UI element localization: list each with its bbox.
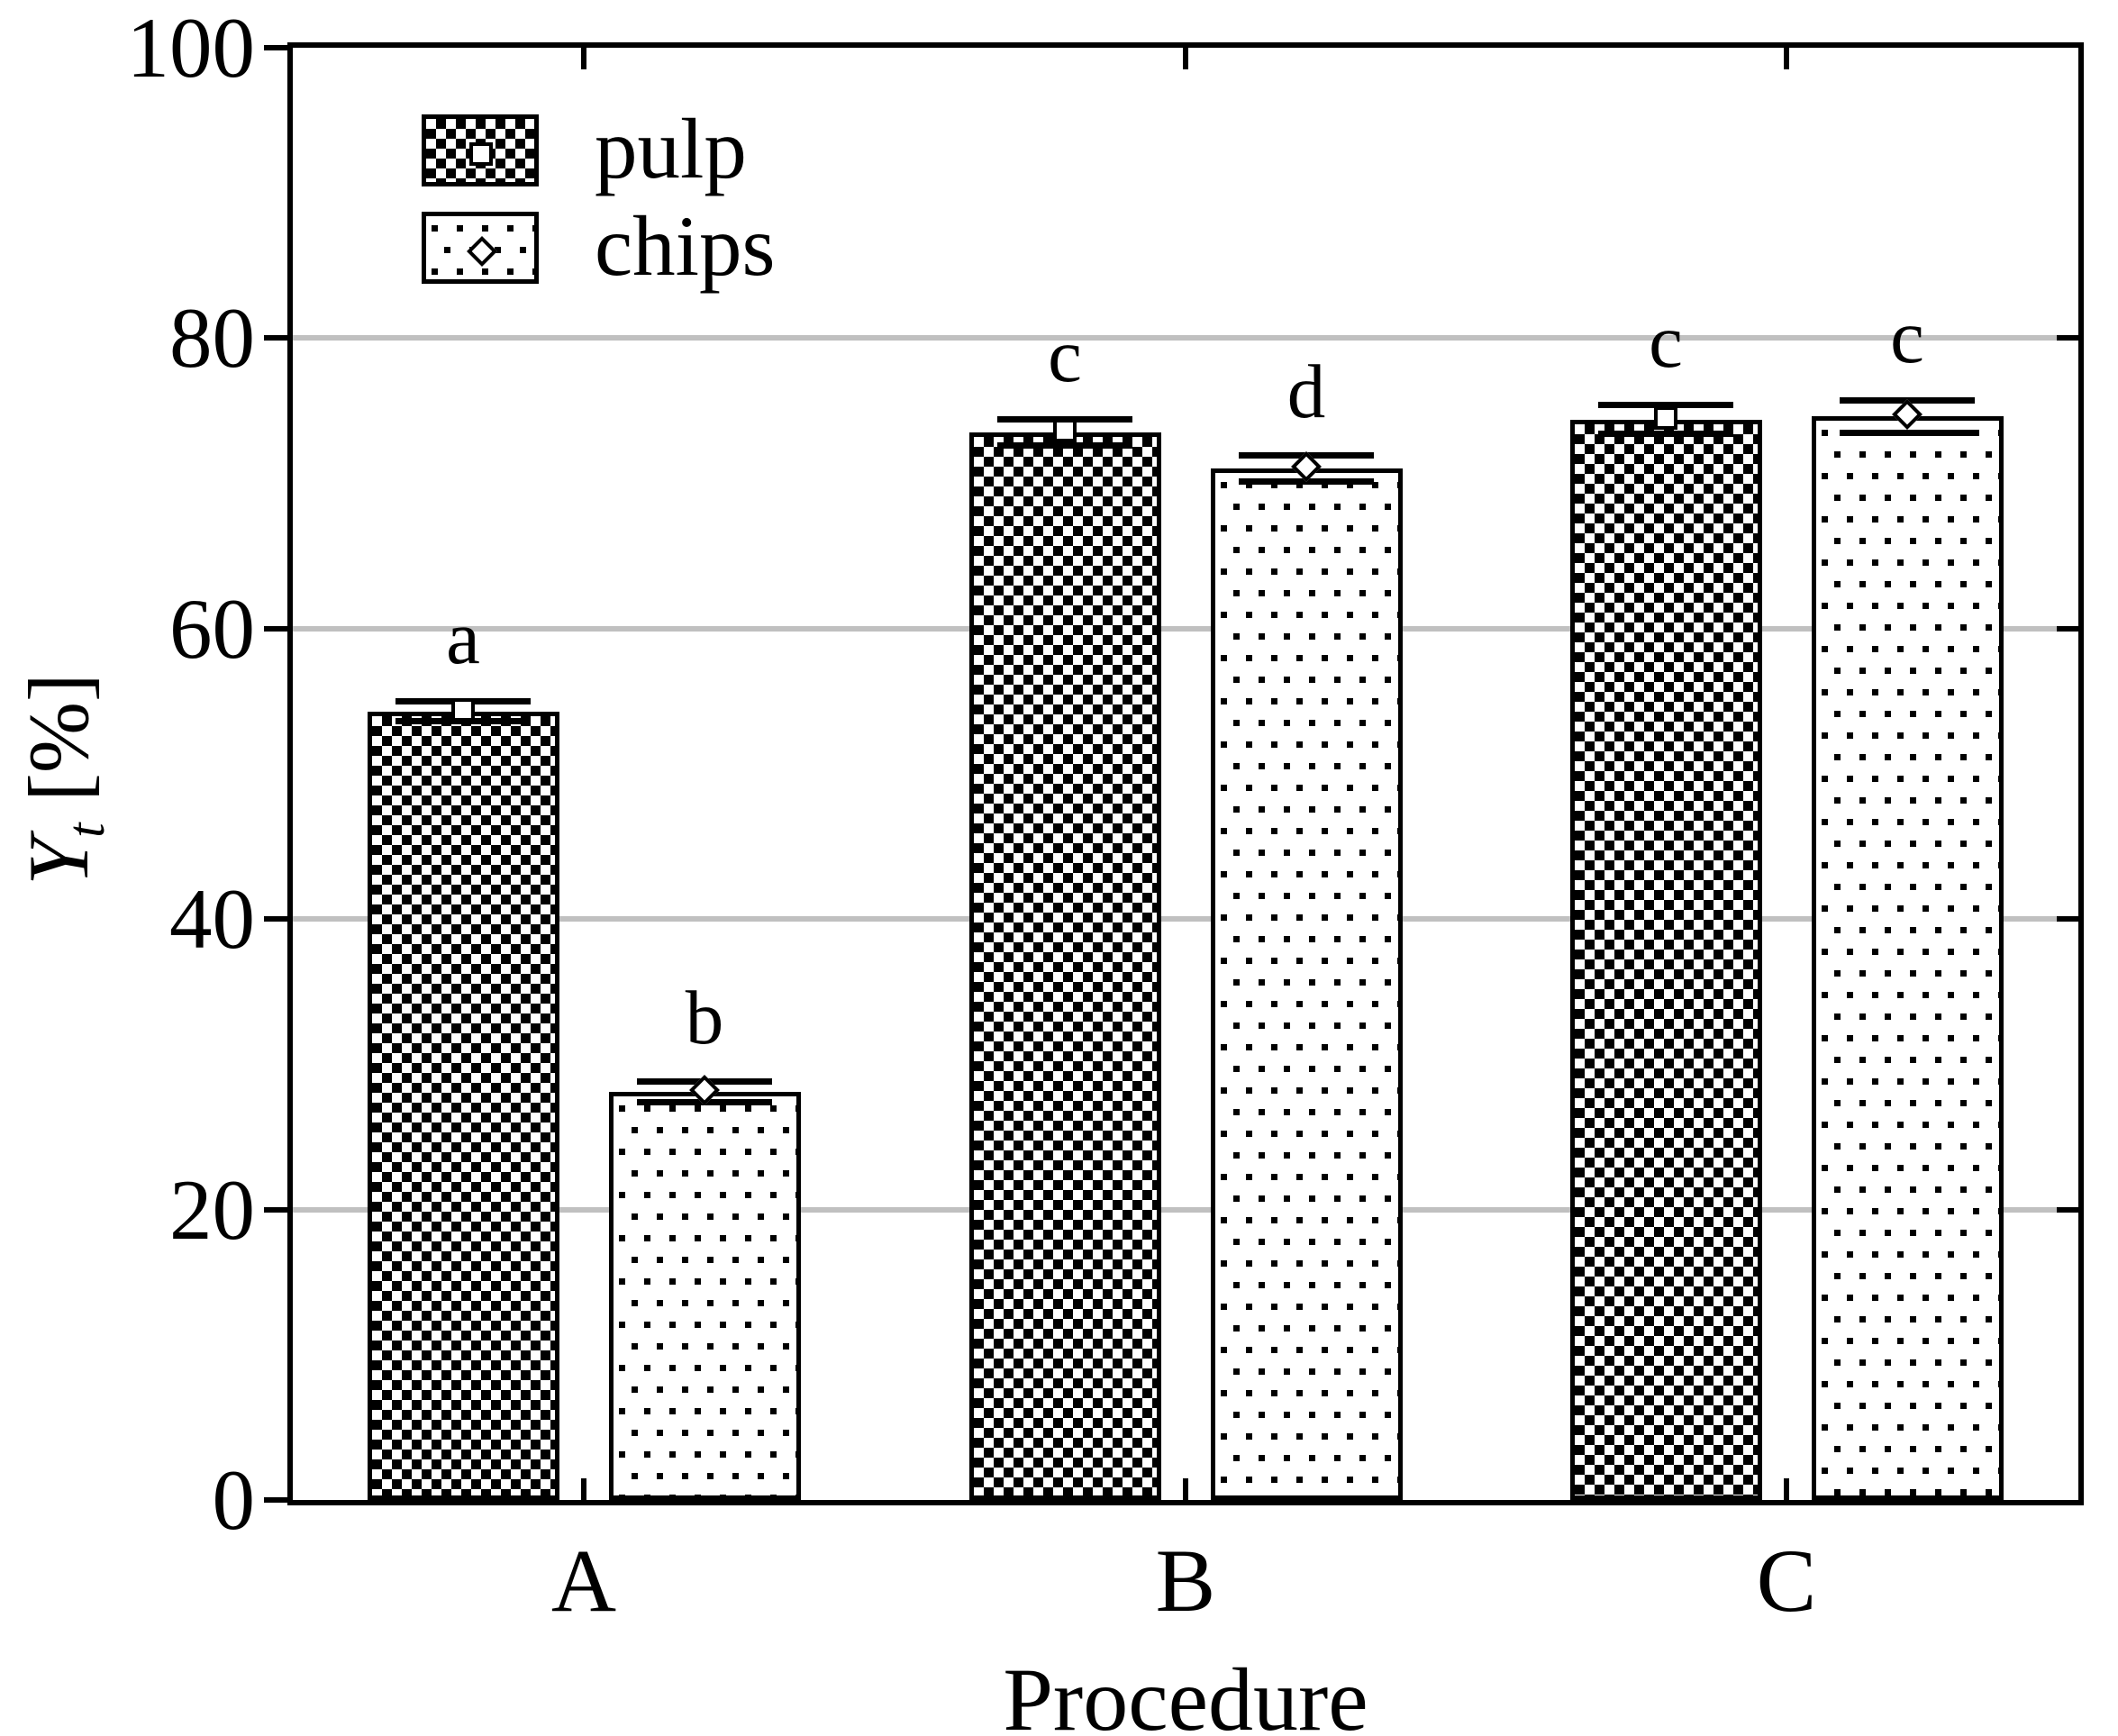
error-cap-lower-pulp-B xyxy=(997,442,1132,450)
sig-letter-chips-A: b xyxy=(685,976,724,1061)
y-tick-label-60: 60 xyxy=(169,580,255,677)
error-cap-lower-chips-B xyxy=(1239,478,1374,486)
y-tick-right-40 xyxy=(2057,916,2078,923)
gridline-40 xyxy=(293,916,2078,923)
diamond-marker-icon xyxy=(467,236,497,267)
gridline-20 xyxy=(293,1206,2078,1213)
y-tick-label-100: 100 xyxy=(126,0,256,95)
x-axis-title: Procedure xyxy=(1003,1650,1368,1736)
square-marker-pulp-B xyxy=(1053,419,1077,443)
legend-label-pulp: pulp xyxy=(595,101,747,196)
y-tick-80 xyxy=(264,335,287,341)
square-marker-pulp-C xyxy=(1654,405,1677,430)
gridline-80 xyxy=(293,335,2078,341)
y-tick-label-0: 0 xyxy=(212,1452,256,1548)
y-tick-100 xyxy=(264,45,287,50)
x-tick-top-B xyxy=(1183,48,1188,69)
error-cap-upper-pulp-C xyxy=(1598,402,1733,409)
x-tick-bottom-B xyxy=(1183,1478,1188,1500)
sig-letter-pulp-B: c xyxy=(1048,314,1082,399)
y-axis-unit: [%] xyxy=(11,673,106,802)
square-marker-icon xyxy=(469,142,493,166)
plot-area: a c c b d c xyxy=(287,42,2084,1505)
error-cap-lower-pulp-C xyxy=(1598,431,1733,438)
bar-pulp-B xyxy=(968,432,1161,1500)
square-marker-pulp-A xyxy=(451,697,475,722)
x-tick-label-C: C xyxy=(1756,1531,1817,1631)
y-tick-40 xyxy=(264,916,287,923)
y-tick-label-80: 80 xyxy=(169,290,255,386)
x-tick-label-A: A xyxy=(550,1531,617,1631)
y-tick-label-20: 20 xyxy=(169,1161,255,1258)
x-tick-top-A xyxy=(581,48,586,69)
bar-chips-A xyxy=(608,1092,801,1500)
legend-swatch-pulp xyxy=(422,114,539,186)
y-tick-0 xyxy=(264,1497,287,1503)
x-tick-bottom-C xyxy=(1784,1478,1789,1500)
y-tick-right-60 xyxy=(2057,625,2078,632)
y-tick-label-40: 40 xyxy=(169,871,255,968)
bar-chips-B xyxy=(1210,468,1403,1500)
y-tick-60 xyxy=(264,625,287,632)
x-tick-label-B: B xyxy=(1155,1531,1216,1631)
legend-label-chips: chips xyxy=(595,198,776,294)
error-cap-lower-pulp-A xyxy=(395,718,531,725)
gridline-60 xyxy=(293,625,2078,632)
sig-letter-pulp-A: a xyxy=(446,595,480,680)
legend-swatch-chips xyxy=(422,212,539,284)
error-cap-lower-chips-C xyxy=(1840,429,1975,436)
bar-pulp-C xyxy=(1569,420,1762,1500)
y-tick-right-80 xyxy=(2057,335,2078,341)
x-tick-top-C xyxy=(1784,48,1789,69)
y-tick-20 xyxy=(264,1206,287,1213)
sig-letter-chips-C: c xyxy=(1890,295,1924,380)
sig-letter-pulp-C: c xyxy=(1649,299,1683,385)
sig-letter-chips-B: d xyxy=(1286,350,1326,435)
y-axis-subscript: t xyxy=(57,823,115,838)
y-tick-right-20 xyxy=(2057,1206,2078,1213)
bar-chips-C xyxy=(1811,416,2004,1500)
x-tick-bottom-A xyxy=(581,1478,586,1500)
bar-pulp-A xyxy=(367,712,559,1500)
